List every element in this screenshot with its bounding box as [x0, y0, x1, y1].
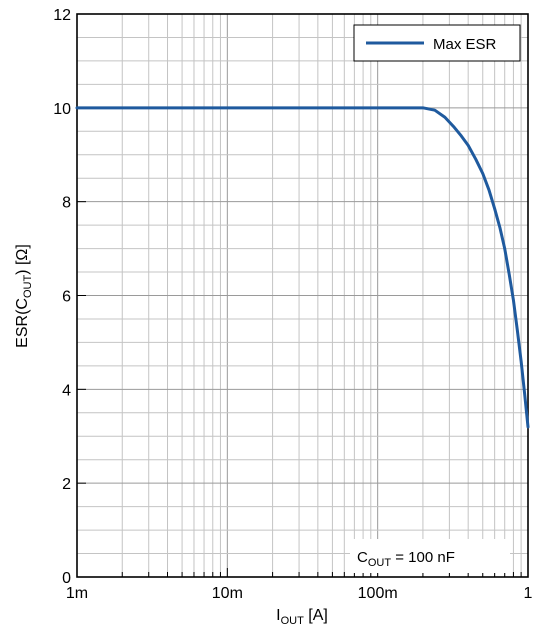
annotation-box — [350, 539, 510, 573]
y-axis-label-sub: OUT — [22, 275, 34, 299]
y-tick-label: 12 — [53, 7, 71, 24]
x-tick-label: 1 — [524, 585, 533, 602]
annotation-sub: OUT — [368, 557, 392, 569]
tick-labels: 0 2 4 6 8 10 12 1m 10m 100m 1 — [53, 7, 532, 602]
y-tick-label: 4 — [62, 382, 71, 399]
legend: Max ESR — [353, 24, 521, 62]
x-axis-label-sub: OUT — [281, 615, 305, 627]
annotation-text: COUT = 100 nF — [357, 549, 455, 569]
x-axis-label: IOUT [A] — [276, 607, 328, 627]
x-axis-label-rest: [A] — [304, 607, 328, 624]
y-tick-label: 8 — [62, 195, 71, 212]
series-layer — [75, 106, 530, 429]
y-tick-label: 6 — [62, 289, 71, 306]
x-tick-label: 10m — [212, 585, 243, 602]
annotation-main: C — [357, 549, 368, 566]
annotation: COUT = 100 nF — [350, 539, 510, 573]
x-axis-label-main: I — [276, 607, 280, 624]
y-tick-label: 2 — [62, 476, 71, 493]
x-tick-label: 100m — [358, 585, 398, 602]
x-tick-label: 1m — [66, 585, 88, 602]
annotation-rest: = 100 nF — [391, 549, 455, 566]
y-axis-label-rest: ) [Ω] — [14, 244, 31, 275]
legend-label-max-esr: Max ESR — [433, 36, 497, 53]
y-axis-label: ESR(COUT) [Ω] — [14, 244, 34, 348]
series-line-max-esr — [75, 106, 530, 429]
y-axis-label-main: ESR(C — [14, 298, 31, 348]
y-tick-label: 10 — [53, 101, 71, 118]
y-tick-label: 0 — [62, 570, 71, 587]
